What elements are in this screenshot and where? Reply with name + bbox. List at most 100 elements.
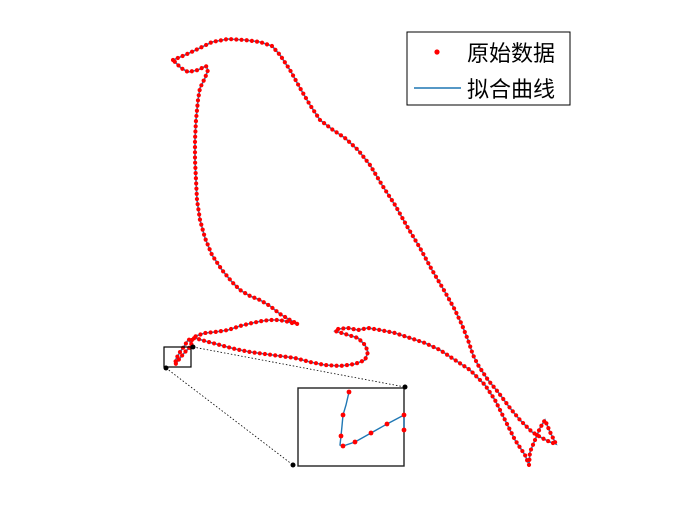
data-point bbox=[417, 338, 422, 344]
inset-data-point bbox=[352, 439, 358, 445]
data-point bbox=[264, 42, 270, 47]
data-point bbox=[298, 357, 303, 362]
zoom-corner-marker bbox=[290, 462, 296, 468]
data-point bbox=[530, 442, 536, 447]
data-point bbox=[203, 330, 208, 336]
data-point bbox=[520, 420, 526, 426]
data-point bbox=[397, 332, 402, 337]
data-point bbox=[180, 53, 185, 59]
data-point bbox=[278, 353, 283, 359]
data-point bbox=[504, 401, 509, 406]
data-point bbox=[431, 270, 436, 275]
data-point bbox=[231, 281, 236, 286]
data-point bbox=[208, 40, 213, 45]
data-point bbox=[217, 342, 222, 347]
data-point bbox=[330, 127, 335, 132]
data-point bbox=[242, 348, 247, 353]
legend-marker-raw bbox=[434, 49, 440, 55]
data-point bbox=[172, 59, 177, 64]
data-point bbox=[523, 453, 528, 458]
data-point bbox=[334, 130, 339, 135]
data-point bbox=[539, 423, 544, 428]
legend-box bbox=[406, 31, 571, 106]
data-point bbox=[386, 193, 392, 198]
data-point bbox=[367, 162, 372, 167]
data-point bbox=[387, 329, 392, 334]
data-point bbox=[254, 320, 259, 325]
data-point bbox=[243, 290, 248, 296]
data-point bbox=[180, 345, 186, 350]
data-point bbox=[180, 353, 185, 358]
data-point bbox=[282, 314, 288, 320]
data-point bbox=[193, 129, 198, 134]
data-point bbox=[402, 334, 407, 339]
data-point bbox=[477, 377, 483, 383]
data-point bbox=[456, 315, 461, 320]
data-point bbox=[301, 91, 306, 96]
data-point bbox=[273, 47, 278, 52]
data-point bbox=[270, 305, 275, 311]
data-point bbox=[358, 150, 363, 155]
data-point bbox=[288, 355, 293, 360]
data-point bbox=[176, 357, 181, 362]
data-point bbox=[361, 154, 366, 159]
data-point bbox=[334, 363, 339, 368]
data-point bbox=[329, 363, 334, 368]
inset-data-point bbox=[338, 433, 344, 439]
data-point bbox=[444, 352, 450, 357]
data-point bbox=[514, 440, 519, 445]
data-point bbox=[349, 333, 354, 339]
data-point bbox=[479, 367, 484, 373]
data-point bbox=[264, 318, 269, 323]
data-point bbox=[224, 273, 229, 278]
inset-data-point bbox=[340, 412, 346, 418]
inset-data-point bbox=[401, 412, 407, 418]
data-point bbox=[279, 318, 284, 323]
data-point bbox=[173, 361, 178, 366]
data-point bbox=[517, 417, 522, 422]
data-point bbox=[490, 394, 495, 399]
data-point bbox=[440, 349, 445, 354]
data-point bbox=[194, 47, 199, 52]
data-point bbox=[371, 326, 377, 332]
data-point bbox=[287, 317, 292, 322]
data-point bbox=[481, 381, 486, 386]
data-point bbox=[487, 389, 492, 395]
data-point bbox=[326, 124, 331, 129]
data-point bbox=[290, 73, 296, 78]
data-point bbox=[239, 37, 244, 42]
data-point bbox=[237, 347, 242, 352]
data-point bbox=[189, 337, 195, 343]
data-point bbox=[211, 341, 217, 346]
data-point bbox=[212, 256, 217, 261]
inset-data-point bbox=[340, 443, 346, 449]
data-point bbox=[363, 356, 368, 361]
data-point bbox=[177, 349, 183, 355]
data-point bbox=[208, 330, 213, 335]
data-point bbox=[176, 63, 181, 68]
data-point bbox=[488, 380, 493, 385]
data-point bbox=[418, 247, 423, 252]
data-point bbox=[259, 40, 265, 45]
data-point bbox=[546, 438, 551, 444]
data-point bbox=[247, 293, 252, 298]
data-point bbox=[217, 265, 223, 270]
data-point bbox=[550, 435, 555, 440]
data-point bbox=[410, 233, 415, 239]
data-point bbox=[343, 136, 348, 141]
data-point bbox=[195, 103, 200, 108]
data-point bbox=[257, 297, 262, 302]
data-point bbox=[436, 347, 441, 352]
data-point bbox=[204, 64, 209, 69]
data-point bbox=[469, 349, 474, 354]
data-point bbox=[412, 337, 417, 342]
data-point bbox=[209, 251, 214, 257]
data-point bbox=[361, 326, 366, 331]
inset-raw-data-points bbox=[338, 389, 407, 449]
data-point bbox=[426, 342, 431, 347]
data-point bbox=[413, 238, 418, 243]
data-point bbox=[292, 319, 297, 325]
zoom-source-box bbox=[163, 346, 192, 368]
data-point bbox=[269, 317, 274, 323]
data-point bbox=[257, 351, 262, 356]
